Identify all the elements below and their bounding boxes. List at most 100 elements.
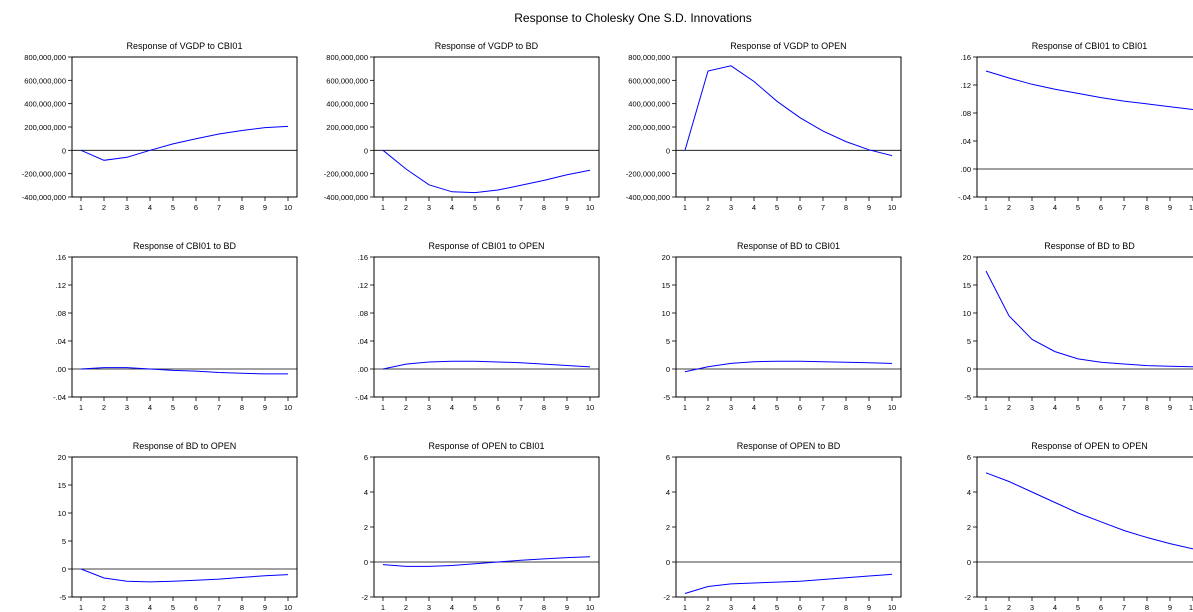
y-tick-label: 0 <box>364 146 368 155</box>
y-tick-label: 800,000,000 <box>326 53 368 62</box>
x-tick-label: 5 <box>1076 603 1080 612</box>
y-tick-label: 400,000,000 <box>628 100 670 109</box>
y-tick-label: 10 <box>58 509 66 518</box>
plot-frame <box>373 456 600 598</box>
x-tick-label: 6 <box>1099 603 1103 612</box>
x-tick-label: 8 <box>542 603 546 612</box>
chart-panel: Response of OPEN to CBI01 -2 0 2 4 6 1 2 3 4 5 6 7 8 9… <box>361 441 600 612</box>
y-tick-label: 2 <box>364 523 368 532</box>
y-tick-label: -200,000,000 <box>626 170 670 179</box>
x-tick-label: 10 <box>284 403 292 412</box>
x-tick-label: 2 <box>706 603 710 612</box>
x-tick-label: 9 <box>565 403 569 412</box>
x-tick-label: 7 <box>1122 403 1126 412</box>
x-tick-label: 5 <box>775 203 779 212</box>
y-tick-label: -2 <box>663 593 670 602</box>
x-tick-label: 8 <box>1145 403 1149 412</box>
response-line <box>985 472 1193 550</box>
x-tick-label: 8 <box>844 403 848 412</box>
x-tick-label: 9 <box>1168 203 1172 212</box>
x-tick-label: 6 <box>798 203 802 212</box>
plot-frame <box>976 456 1193 598</box>
x-tick-label: 4 <box>148 403 152 412</box>
x-tick-label: 8 <box>844 603 848 612</box>
x-tick-label: 8 <box>240 603 244 612</box>
x-tick-label: 3 <box>1030 403 1034 412</box>
y-tick-label: 5 <box>666 337 670 346</box>
x-tick-label: 10 <box>888 603 896 612</box>
y-tick-label: .16 <box>56 253 66 262</box>
y-tick-label: -400,000,000 <box>626 193 670 202</box>
chart-title: Response of BD to BD <box>1044 241 1135 251</box>
y-tick-label: 0 <box>967 365 971 374</box>
y-tick-label: 0 <box>967 558 971 567</box>
y-tick-label: 0 <box>62 565 66 574</box>
y-tick-label: -200,000,000 <box>324 170 368 179</box>
plot-frame <box>976 56 1193 198</box>
x-tick-label: 4 <box>450 203 454 212</box>
x-tick-label: 7 <box>519 203 523 212</box>
chart-panel: Response of BD to BD -5 0 5 10 15 20 1 2 3 4 5 6 7 8 9 1… <box>963 241 1193 412</box>
x-tick-label: 1 <box>683 603 687 612</box>
y-tick-label: .08 <box>358 309 368 318</box>
x-tick-label: 10 <box>1189 603 1193 612</box>
chart-title: Response of OPEN to BD <box>737 441 841 451</box>
x-tick-label: 3 <box>125 403 129 412</box>
x-tick-label: 6 <box>194 403 198 412</box>
x-tick-label: 9 <box>867 403 871 412</box>
x-tick-label: 6 <box>496 403 500 412</box>
x-tick-label: 1 <box>79 203 83 212</box>
x-tick-label: 1 <box>984 603 988 612</box>
y-tick-label: -.04 <box>355 393 368 402</box>
x-tick-label: 3 <box>427 203 431 212</box>
x-tick-label: 8 <box>542 203 546 212</box>
x-tick-label: 1 <box>381 403 385 412</box>
y-tick-label: 200,000,000 <box>24 123 66 132</box>
chart-title: Response of VGDP to CBI01 <box>127 41 243 51</box>
x-tick-label: 3 <box>1030 203 1034 212</box>
chart-title: Response of CBI01 to BD <box>133 241 237 251</box>
plot-frame <box>71 56 298 198</box>
x-tick-label: 8 <box>1145 603 1149 612</box>
x-tick-label: 3 <box>427 603 431 612</box>
x-tick-label: 2 <box>102 403 106 412</box>
y-tick-label: .12 <box>358 281 368 290</box>
y-tick-label: 600,000,000 <box>628 76 670 85</box>
y-tick-label: 0 <box>666 146 670 155</box>
x-tick-label: 1 <box>984 203 988 212</box>
plot-frame <box>675 256 902 398</box>
y-tick-label: .16 <box>961 53 971 62</box>
x-tick-label: 1 <box>683 403 687 412</box>
x-tick-label: 6 <box>194 203 198 212</box>
x-tick-label: 8 <box>844 203 848 212</box>
x-tick-label: 4 <box>1053 403 1057 412</box>
y-tick-label: 10 <box>963 309 971 318</box>
y-tick-label: -5 <box>59 593 66 602</box>
chart-panel: Response of CBI01 to OPEN -.04 .00 .04 .08 .1… <box>355 241 600 412</box>
x-tick-label: 1 <box>683 203 687 212</box>
x-tick-label: 9 <box>1168 403 1172 412</box>
x-tick-label: 9 <box>565 603 569 612</box>
y-tick-label: .16 <box>358 253 368 262</box>
response-line <box>382 149 591 194</box>
x-tick-label: 4 <box>752 203 756 212</box>
y-tick-label: .00 <box>56 365 66 374</box>
y-tick-label: .04 <box>358 337 368 346</box>
x-tick-label: 4 <box>752 603 756 612</box>
x-tick-label: 2 <box>102 203 106 212</box>
x-tick-label: 7 <box>217 203 221 212</box>
x-tick-label: 7 <box>821 203 825 212</box>
figure-title: Response to Cholesky One S.D. Innovation… <box>514 11 752 25</box>
x-tick-label: 3 <box>1030 603 1034 612</box>
y-tick-label: -.04 <box>53 393 66 402</box>
x-tick-label: 9 <box>263 203 267 212</box>
x-tick-label: 10 <box>586 203 594 212</box>
y-tick-label: 4 <box>666 488 670 497</box>
chart-title: Response of CBI01 to OPEN <box>428 241 544 251</box>
x-tick-label: 6 <box>1099 403 1103 412</box>
x-tick-label: 5 <box>473 403 477 412</box>
x-tick-label: 10 <box>1189 403 1193 412</box>
y-tick-label: .12 <box>56 281 66 290</box>
x-tick-label: 7 <box>217 403 221 412</box>
x-tick-label: 5 <box>1076 403 1080 412</box>
